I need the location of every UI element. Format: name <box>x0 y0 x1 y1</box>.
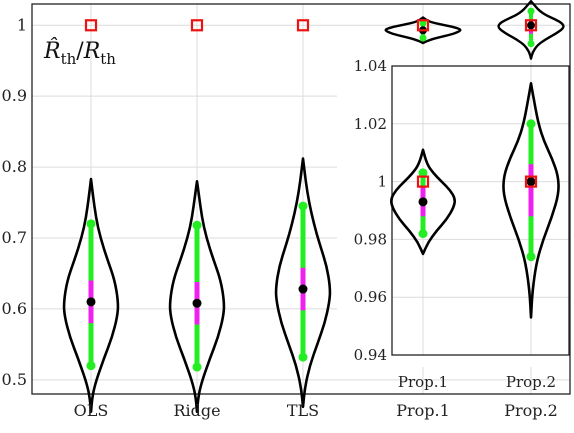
y-tick-label: 0.5 <box>2 370 27 389</box>
median-dot-prop-2-top <box>527 21 535 30</box>
inset-y-tick-label: 0.96 <box>354 288 387 306</box>
y-axis-label: R̂th/Rth <box>43 38 116 68</box>
quantile-high-dot-prop-1-inset <box>418 168 428 178</box>
main-violins <box>62 0 565 413</box>
quantile-high-dot-ridge <box>192 220 202 230</box>
main-x-ticks: OLS Ridge TLS Prop.1 Prop.2 <box>74 401 558 420</box>
y-label-numerator-sub: th <box>61 50 77 68</box>
quantile-low-dot-ridge <box>192 362 202 372</box>
inset-y-tick-label: 1.02 <box>354 115 387 133</box>
x-tick-label-prop-2: Prop.2 <box>504 401 558 420</box>
main-y-ticks: 0.5 0.6 0.7 0.8 0.9 1 <box>2 15 27 389</box>
y-tick-label: 0.7 <box>2 228 27 247</box>
median-dot-ridge <box>192 298 202 308</box>
truth-marker-prop-2-top <box>524 19 538 32</box>
x-tick-label-ridge: Ridge <box>173 401 220 420</box>
quantile-high-dot-ols <box>86 219 96 229</box>
truth-marker-prop-1-top <box>416 19 430 32</box>
quantile-low-dot-prop-2-top <box>527 40 535 48</box>
y-label-numerator: R̂ <box>43 38 61 64</box>
inset-y-tick-label: 0.98 <box>354 230 387 248</box>
quantile-low-dot-prop-2-inset <box>526 252 536 262</box>
median-dot-prop-2-inset <box>526 177 536 187</box>
x-tick-label-tls: TLS <box>287 401 319 420</box>
quantile-low-dot-ols <box>86 361 96 371</box>
truth-marker-ridge <box>190 19 204 32</box>
quantile-low-dot-prop-1-inset <box>418 229 428 239</box>
inset-y-tick-label: 1.04 <box>354 57 387 75</box>
x-tick-label-prop-1: Prop.1 <box>396 401 450 420</box>
inset-y-ticks: 0.94 0.96 0.98 1 1.02 1.04 <box>354 57 387 364</box>
truth-marker-ols <box>84 19 98 32</box>
quantile-low-dot-prop-1-top <box>419 34 427 42</box>
violin-outline-ridge <box>168 180 226 413</box>
x-tick-label-ols: OLS <box>74 401 109 420</box>
violin-outline-prop-1-top <box>384 16 462 45</box>
quantile-high-dot-tls <box>298 201 308 211</box>
median-dot-prop-1-inset <box>418 197 428 207</box>
truth-marker-prop-1-inset <box>416 175 430 188</box>
quantile-high-dot-prop-2-inset <box>526 119 536 129</box>
inset-x-tick-label-prop-1: Prop.1 <box>398 373 448 391</box>
violin-outline-ols <box>62 177 120 413</box>
y-tick-label: 1 <box>17 15 27 34</box>
y-tick-label: 0.6 <box>2 299 27 318</box>
quantile-high-dot-prop-1-top <box>419 19 427 27</box>
inset-background <box>337 66 569 367</box>
y-label-denominator: R <box>83 39 101 64</box>
quantile-high-dot-prop-2-top <box>527 7 535 15</box>
inset-plot-frame <box>391 65 570 356</box>
y-tick-label: 0.8 <box>2 157 27 176</box>
truth-marker-prop-2-inset <box>524 175 538 188</box>
y-label-denominator-sub: th <box>100 50 116 68</box>
violin-outline-tls <box>274 157 332 409</box>
median-dot-tls <box>298 284 308 294</box>
inset-y-tick-label: 1 <box>377 173 387 191</box>
inset-x-tick-label-prop-2: Prop.2 <box>506 373 556 391</box>
inset-violins <box>390 82 560 319</box>
y-tick-label: 0.9 <box>2 86 27 105</box>
truth-marker-tls <box>296 19 310 32</box>
inset-y-tick-label: 0.94 <box>354 346 387 364</box>
violin-outline-prop-2-inset <box>502 82 560 319</box>
violin-outline-prop-1-inset <box>390 148 456 256</box>
quantile-low-dot-tls <box>298 352 308 362</box>
y-label-slash: / <box>76 39 84 64</box>
inset-x-ticks: Prop.1 Prop.2 <box>398 373 556 391</box>
median-dot-ols <box>86 297 96 307</box>
violin-outline-prop-2-top <box>497 0 565 60</box>
